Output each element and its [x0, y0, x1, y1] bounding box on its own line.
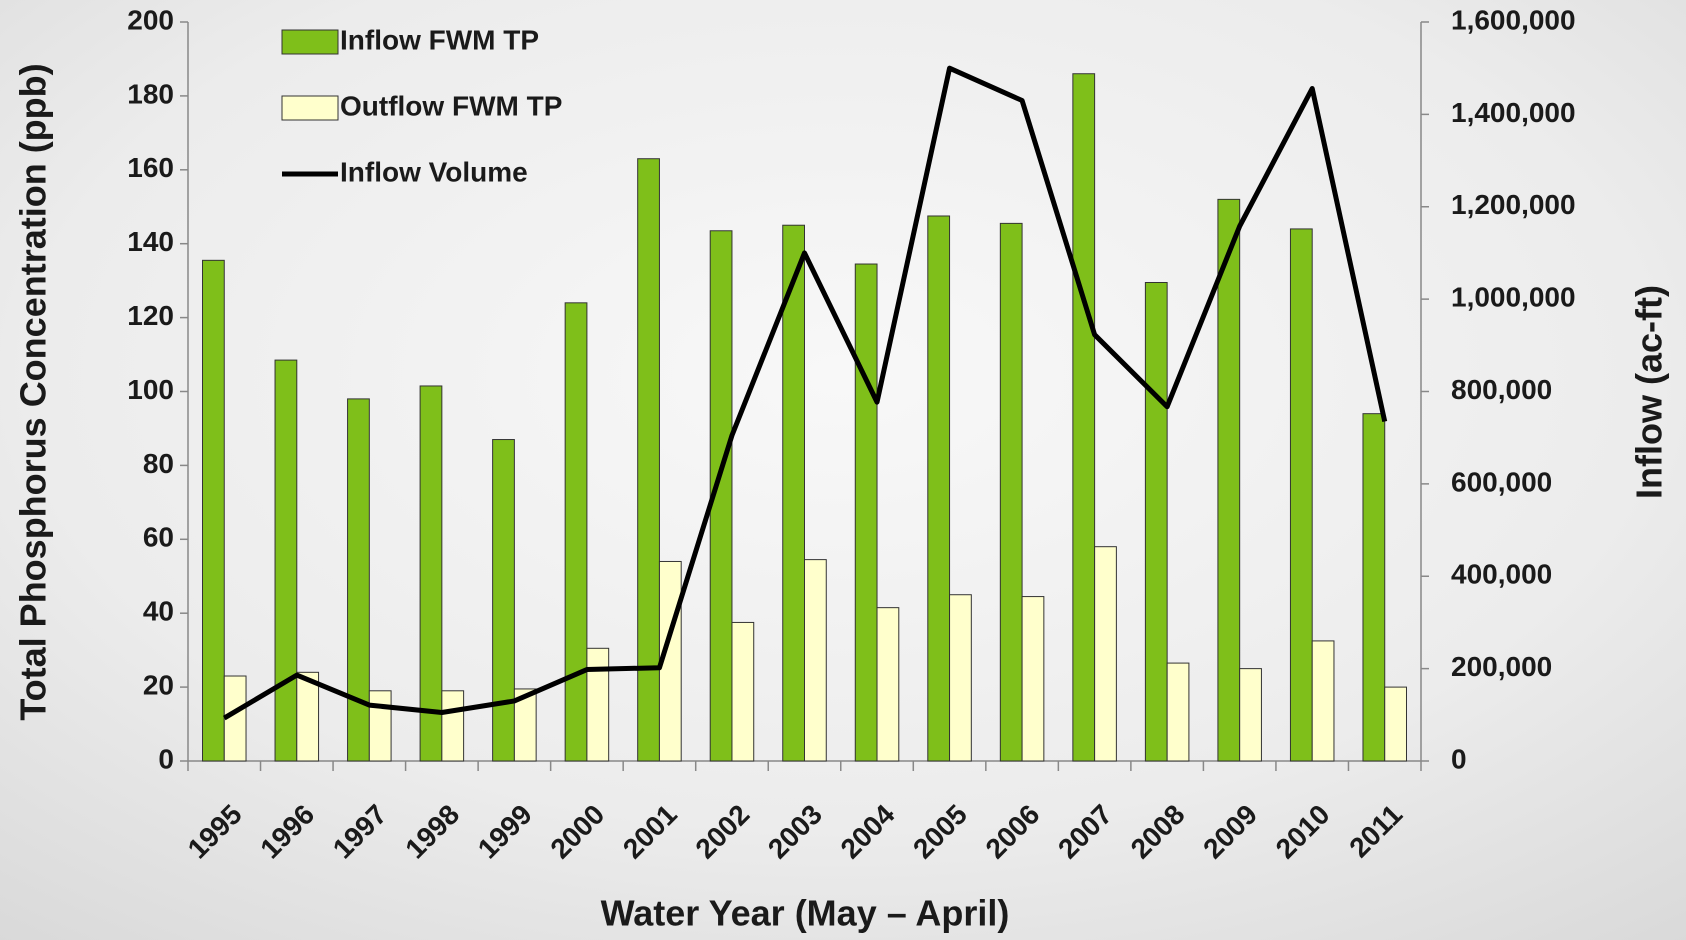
y-tick-label: 0: [158, 743, 174, 774]
y2-tick-label: 600,000: [1451, 466, 1552, 497]
bar: [1311, 640, 1335, 762]
bar: [1384, 686, 1407, 762]
y2-tick-label: 400,000: [1451, 559, 1552, 590]
bar: [586, 647, 610, 762]
y-tick-label: 40: [143, 596, 174, 627]
bar: [854, 263, 878, 762]
legend-label: Inflow FWM TP: [340, 24, 539, 55]
y-tick-label: 80: [143, 448, 174, 479]
bar: [999, 222, 1023, 762]
legend-label: Inflow Volume: [340, 156, 528, 187]
y2-tick-label: 800,000: [1451, 374, 1552, 405]
y2-tick-label: 200,000: [1451, 651, 1552, 682]
bar: [1362, 413, 1386, 762]
bar: [296, 671, 320, 762]
bar: [368, 690, 392, 762]
bar: [1144, 281, 1168, 762]
bar: [876, 607, 900, 762]
bar: [441, 690, 465, 762]
y-axis-label: Total Phosphorus Concentration (ppb): [13, 63, 54, 720]
y-tick-label: 140: [127, 226, 174, 257]
y-tick-label: 100: [127, 374, 174, 405]
y-tick-label: 120: [127, 300, 174, 331]
bar: [731, 621, 755, 762]
y2-tick-label: 1,200,000: [1451, 189, 1576, 220]
bar: [513, 688, 537, 762]
line: [222, 65, 1388, 721]
y-tick-label: 180: [127, 78, 174, 109]
bar: [804, 559, 827, 762]
bar: [782, 224, 805, 762]
bar: [1217, 198, 1241, 762]
bar: [1094, 546, 1117, 762]
bar: [202, 259, 225, 762]
y2-tick-label: 1,000,000: [1451, 282, 1576, 313]
legend-label: Outflow FWM TP: [340, 90, 562, 121]
x-axis-label: Water Year (May – April): [601, 893, 1010, 934]
bar: [949, 594, 972, 762]
y2-axis-label: Inflow (ac-ft): [1629, 285, 1670, 499]
bar: [927, 215, 951, 762]
bar: [637, 158, 660, 762]
y-tick-label: 160: [127, 152, 174, 183]
y2-tick-label: 1,400,000: [1451, 97, 1576, 128]
bar: [274, 359, 298, 762]
legend-swatch: [281, 95, 339, 121]
y2-tick-label: 0: [1451, 743, 1467, 774]
y-tick-label: 200: [127, 4, 174, 35]
bar: [1239, 668, 1262, 762]
bar: [1021, 596, 1045, 762]
bar: [492, 439, 515, 762]
bar: [709, 230, 733, 762]
bar: [347, 398, 370, 762]
y-tick-label: 20: [143, 669, 174, 700]
bar: [1072, 73, 1096, 762]
y2-tick-label: 1,600,000: [1451, 4, 1576, 35]
bar: [1166, 662, 1190, 762]
bar: [223, 675, 247, 762]
bar: [419, 385, 443, 762]
bar: [564, 302, 588, 762]
y-tick-label: 60: [143, 522, 174, 553]
bar: [1289, 228, 1313, 762]
legend-swatch: [281, 29, 339, 55]
